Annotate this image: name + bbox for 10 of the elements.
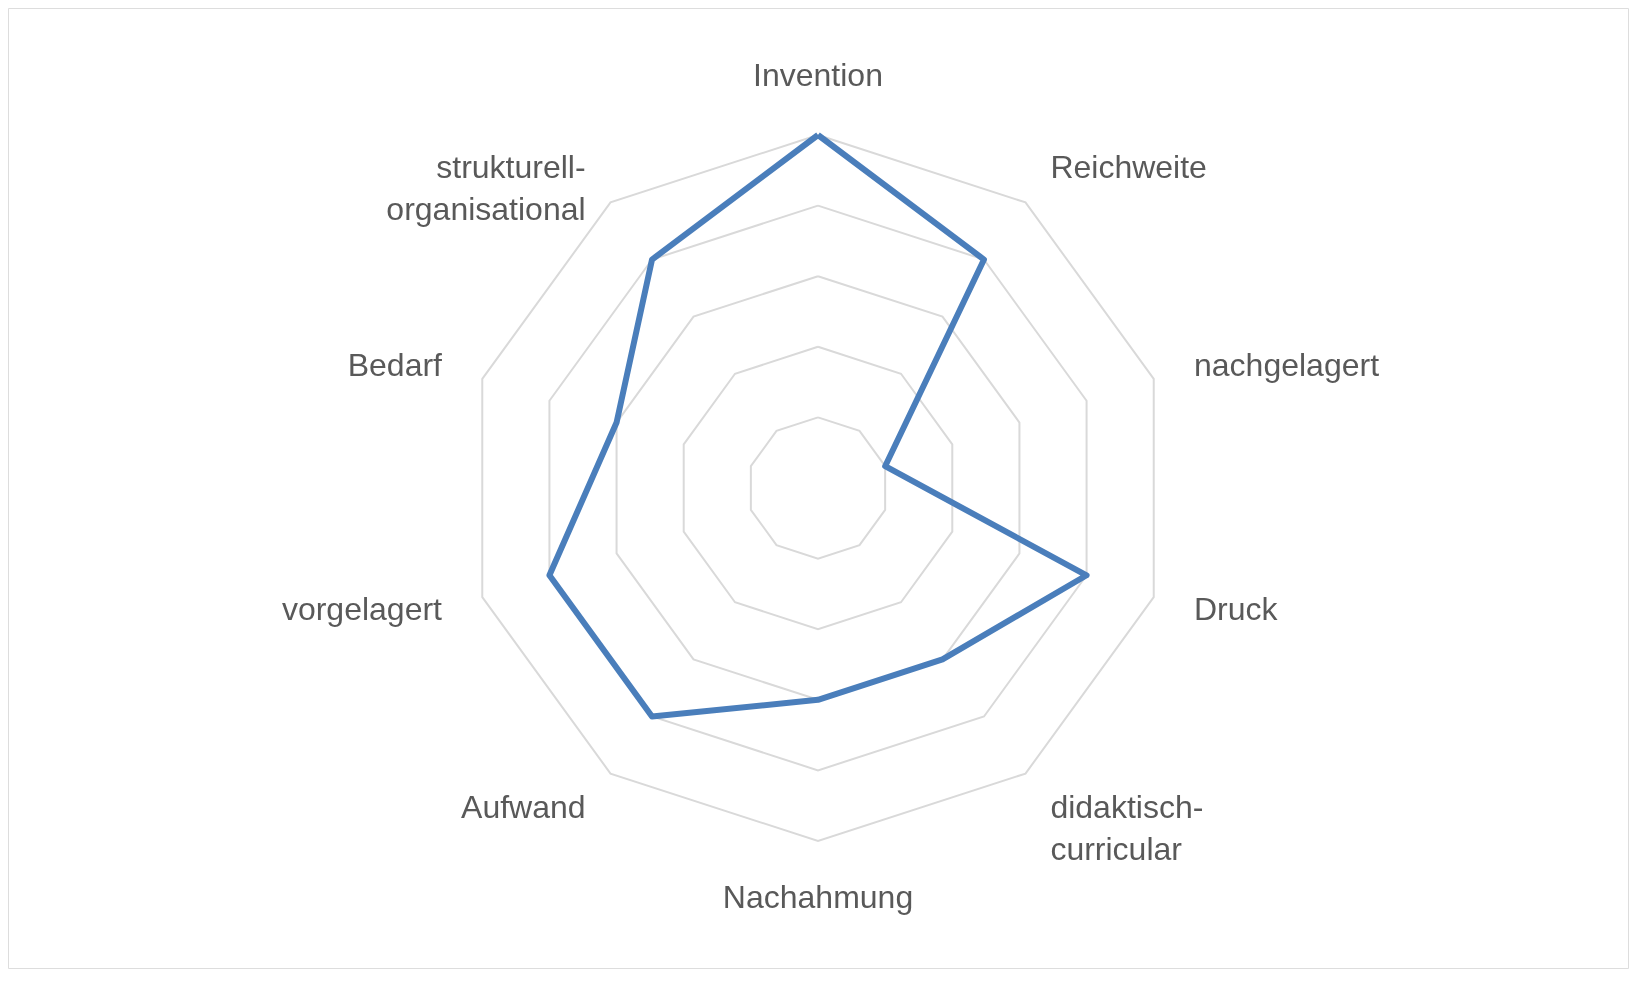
- spoke-label: strukturell-organisational: [386, 149, 586, 228]
- spoke-label: Druck: [1194, 591, 1279, 628]
- spoke-label: Invention: [753, 56, 883, 93]
- spoke-label: vorgelagert: [281, 591, 443, 628]
- spoke-label: Aufwand: [461, 788, 586, 825]
- spoke-label: nachgelagert: [1194, 346, 1380, 383]
- spoke-label: Reichweite: [1050, 149, 1207, 186]
- spoke-label: Nachahmung: [722, 879, 914, 916]
- spoke-label: Bedarf: [347, 346, 443, 383]
- spoke-label: didaktisch-curricular: [1050, 788, 1204, 867]
